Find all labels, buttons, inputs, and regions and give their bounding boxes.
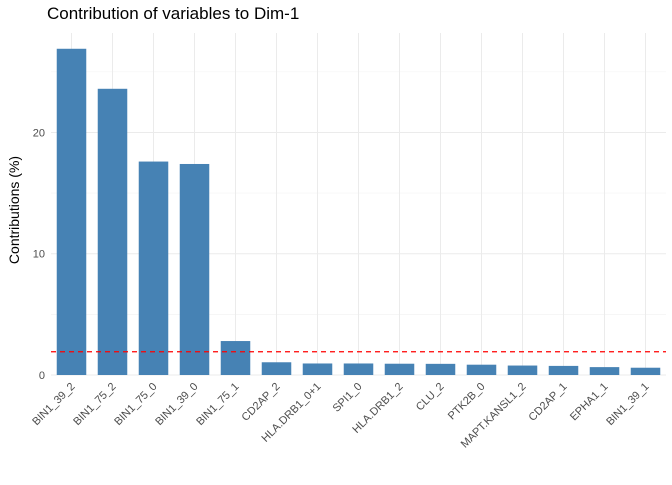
bar xyxy=(507,365,538,375)
bar xyxy=(630,367,661,375)
x-tick-label: SPI1_0 xyxy=(331,381,365,415)
bar xyxy=(589,367,620,375)
x-tick-label: BIN1_75_2 xyxy=(71,381,118,428)
x-tick-labels: BIN1_39_2BIN1_75_2BIN1_75_0BIN1_39_0BIN1… xyxy=(30,381,651,451)
x-tick-label: PTK2B_0 xyxy=(446,381,488,423)
chart-title: Contribution of variables to Dim-1 xyxy=(47,4,299,23)
bar-layer xyxy=(56,48,661,375)
bar xyxy=(548,365,579,375)
y-tick-labels: 0 10 20 xyxy=(33,127,45,382)
bar xyxy=(261,362,292,375)
bar xyxy=(138,161,169,375)
bar xyxy=(179,163,210,375)
x-tick-label: BIN1_39_0 xyxy=(153,381,200,428)
x-tick-label: BIN1_39_1 xyxy=(604,381,651,428)
bar xyxy=(97,88,128,375)
y-axis-title: Contributions (%) xyxy=(6,156,22,264)
bar xyxy=(425,363,456,375)
x-tick-label: CLU_2 xyxy=(414,381,447,414)
y-tick-label: 10 xyxy=(33,249,45,261)
x-tick-label: CD2AP_1 xyxy=(527,381,570,424)
y-tick-label: 20 xyxy=(33,127,45,139)
bar xyxy=(56,48,87,375)
bar xyxy=(302,363,333,375)
bar xyxy=(220,341,251,375)
bar xyxy=(343,363,374,375)
x-tick-label: BIN1_75_1 xyxy=(194,381,241,428)
bar xyxy=(384,363,415,375)
x-tick-label: EPHA1_1 xyxy=(568,381,611,424)
x-tick-label: BIN1_39_2 xyxy=(30,381,77,428)
x-tick-label: CD2AP_2 xyxy=(240,381,283,424)
x-tick-label: BIN1_75_0 xyxy=(112,381,159,428)
y-tick-label: 0 xyxy=(39,370,45,382)
bar xyxy=(466,364,497,375)
grid-layer xyxy=(51,33,666,376)
